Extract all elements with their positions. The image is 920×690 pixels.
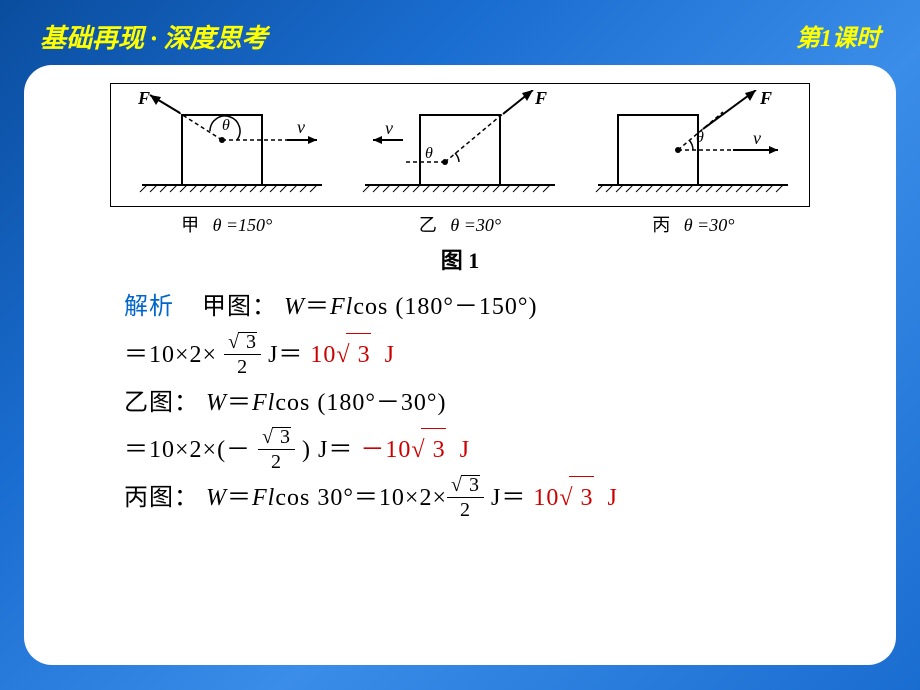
slide-header: 基础再现 · 深度思考 第1课时 <box>0 0 920 65</box>
diagram-svg-yi: v F θ <box>355 90 565 200</box>
svg-text:F: F <box>534 90 547 108</box>
header-right: 第1课时 <box>796 18 880 55</box>
diagram-svg-jia: v F θ <box>122 90 332 200</box>
frac3: √ 32 <box>447 475 484 520</box>
line3: 乙图： W＝Flcos (180°－30°) <box>124 381 866 427</box>
caption-bing: 丙 θ =30° <box>577 207 810 237</box>
c1e2b: J＝ <box>268 342 303 368</box>
diagram-yi: v F θ <box>344 84 577 206</box>
angle-jia: θ =150° <box>213 215 273 235</box>
svg-text:F: F <box>759 90 772 108</box>
svg-text:v: v <box>297 117 305 137</box>
c3e2: J＝ <box>491 485 526 511</box>
header-left: 基础再现 · 深度思考 <box>40 18 268 55</box>
c1e2a: ＝10×2× <box>124 342 217 368</box>
ans1: 10√ 3 J <box>310 342 395 368</box>
line2: ＝10×2× √ 32 J＝ 10√ 3 J <box>124 333 866 379</box>
line1: 解析 甲图： W＝Flcos (180°－150°) <box>124 285 866 331</box>
c2e2b: ) J＝ <box>302 437 353 463</box>
name-jia: 甲 <box>181 215 199 235</box>
diagram-row: v F θ <box>110 83 810 207</box>
ans2: －10√ 3 J <box>360 437 470 463</box>
diagram-jia: v F θ <box>111 84 344 206</box>
caption-jia: 甲 θ =150° <box>110 207 343 237</box>
c2e2a: ＝10×2×(－ <box>124 437 251 463</box>
name-bing: 丙 <box>652 215 670 235</box>
svg-text:θ: θ <box>696 129 704 146</box>
diagram-svg-bing: v F θ <box>588 90 798 200</box>
figure-label: 图 1 <box>54 243 866 275</box>
svg-text:θ: θ <box>222 117 230 134</box>
svg-text:θ: θ <box>425 145 433 162</box>
svg-text:v: v <box>385 118 393 138</box>
caption-yi: 乙 θ =30° <box>343 207 576 237</box>
case3-label: 丙图： <box>124 485 199 511</box>
solution-content: 解析 甲图： W＝Flcos (180°－150°) ＝10×2× √ 32 J… <box>54 285 866 522</box>
svg-text:F: F <box>137 90 150 108</box>
svg-text:v: v <box>753 128 761 148</box>
content-panel: v F θ <box>24 65 896 665</box>
ans3: 10√ 3 J <box>533 485 618 511</box>
angle-bing: θ =30° <box>684 215 735 235</box>
case1-label: 甲图： <box>202 294 277 320</box>
case2-label: 乙图： <box>124 390 199 416</box>
caption-row: 甲 θ =150° 乙 θ =30° 丙 θ =30° <box>110 207 810 237</box>
diagram-bing: v F θ <box>576 84 809 206</box>
name-yi: 乙 <box>419 215 437 235</box>
line5: 丙图： W＝Flcos 30°＝10×2×√ 32 J＝ 10√ 3 J <box>124 476 866 522</box>
frac2: √ 32 <box>258 427 295 472</box>
frac1: √ 32 <box>224 332 261 377</box>
solution-label: 解析 <box>124 294 174 320</box>
line4: ＝10×2×(－ √ 32 ) J＝ －10√ 3 J <box>124 428 866 474</box>
angle-yi: θ =30° <box>450 215 501 235</box>
case1-eq1: W <box>284 294 305 320</box>
